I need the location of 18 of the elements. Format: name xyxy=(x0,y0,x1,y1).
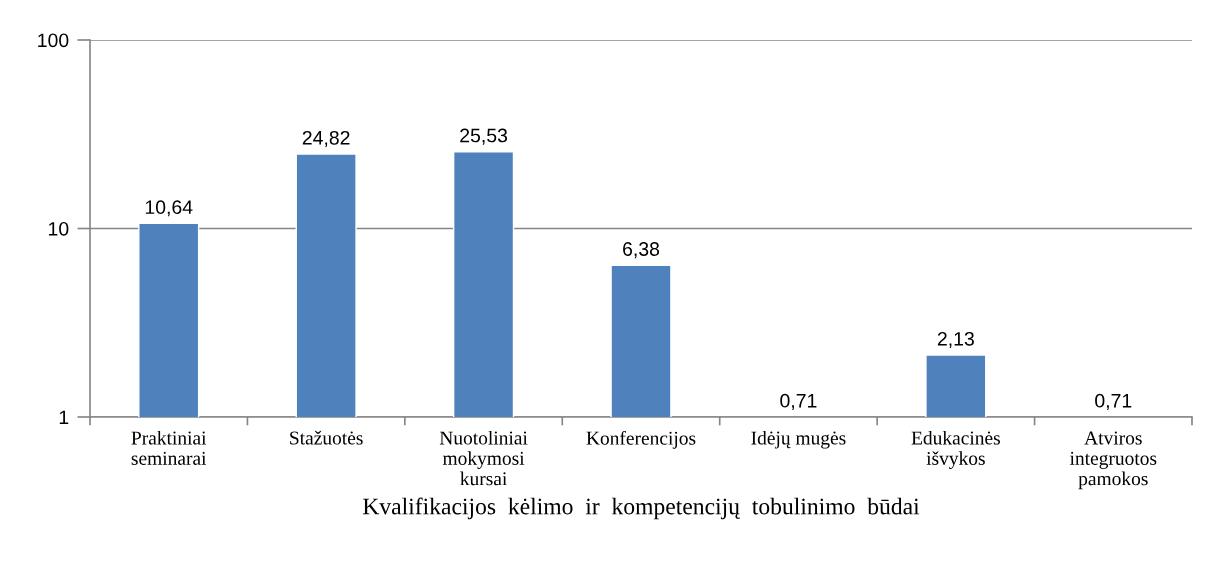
text: 0,71 xyxy=(780,393,817,410)
y-tick-label: 1 xyxy=(59,410,69,425)
x-tick-label: Nuotoliniai mokymosi kursai xyxy=(439,430,528,486)
x-tick-label: Idėjų mugės xyxy=(751,430,846,449)
x-tick-label: Edukacinės išvykos xyxy=(911,430,1000,469)
x-tick-label: Atviros integruotos pamokos xyxy=(1069,431,1157,490)
data-label: 2,13 xyxy=(937,331,974,348)
data-label: 6,38 xyxy=(623,242,660,259)
y-tick-label: 100 xyxy=(38,33,69,48)
data-label: 24,82 xyxy=(302,130,350,147)
x-tick-label: Stažuotės xyxy=(290,430,363,445)
data-label: 10,64 xyxy=(145,200,193,217)
y-tick-label: 10 xyxy=(49,221,69,236)
data-label: 25,53 xyxy=(460,128,508,145)
x-axis-title: Kvalifikacijos kėlimo ir kompetencijų tobulinimo būdai xyxy=(362,497,920,520)
x-tick-label: Praktiniai seminarai xyxy=(131,430,207,465)
x-tick-label: Konferencijos xyxy=(586,430,696,449)
text: 0,71 xyxy=(1095,393,1132,410)
